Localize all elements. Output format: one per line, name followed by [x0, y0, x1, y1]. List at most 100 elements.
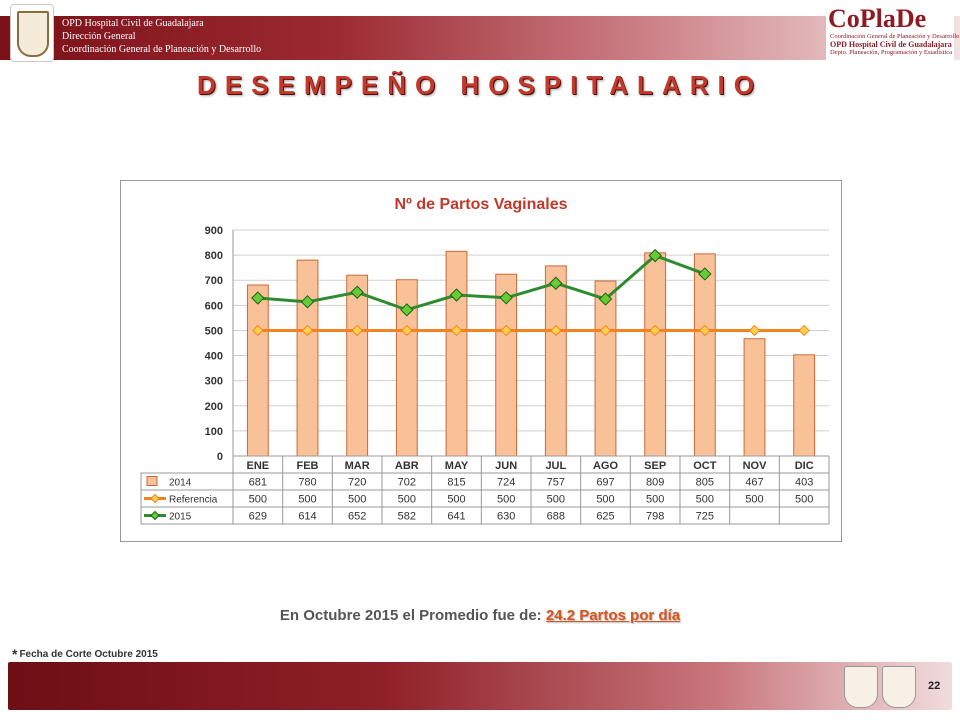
data-label: 780: [298, 477, 316, 489]
x-tick-label: MAY: [445, 460, 469, 472]
footnote: * Fecha de Corte Octubre 2015: [12, 646, 158, 662]
point-referencia: [748, 324, 761, 337]
legend-label: 2014: [169, 478, 192, 489]
point-referencia: [649, 324, 661, 337]
university-crest-icon: [10, 4, 54, 62]
y-tick-label: 200: [205, 401, 223, 413]
x-tick-label: MAR: [345, 460, 370, 472]
y-tick-label: 800: [205, 250, 223, 262]
footnote-text: Fecha de Corte Octubre 2015: [19, 649, 158, 660]
data-label: 467: [745, 477, 763, 489]
point-referencia: [500, 324, 512, 337]
coplade-logo: CoPlaDe Coordinación General de Planeaci…: [826, 4, 960, 60]
data-label: 681: [249, 477, 267, 489]
y-tick-label: 600: [205, 300, 223, 312]
point-referencia: [351, 324, 363, 337]
bar-2014: [793, 354, 816, 457]
x-tick-label: AGO: [593, 460, 619, 472]
x-tick-label: JUN: [495, 460, 517, 472]
x-tick-label: NOV: [743, 460, 768, 472]
data-label: 500: [348, 494, 366, 506]
y-tick-label: 700: [205, 275, 223, 287]
x-tick-label: ABR: [395, 460, 419, 472]
bar-2014: [246, 284, 269, 457]
point-referencia: [599, 324, 612, 337]
chart-svg: Nº de Partos Vaginales 0 100 200 300 400 500 60…: [140, 196, 830, 525]
y-tick-label: 100: [205, 426, 223, 438]
y-tick-label: 400: [205, 351, 223, 363]
data-label: 500: [398, 494, 416, 506]
data-label: 815: [447, 477, 465, 489]
point-referencia: [401, 324, 413, 337]
footer-band: [8, 662, 952, 710]
x-tick-label: SEP: [644, 460, 666, 472]
x-tick-label: OCT: [693, 460, 717, 472]
header-line-1: OPD Hospital Civil de Guadalajara: [62, 18, 204, 29]
x-tick-label: ENE: [247, 460, 270, 472]
bar-2014: [544, 265, 567, 457]
y-tick-label: 0: [217, 451, 223, 463]
point-2015: [300, 295, 315, 309]
page-title: DESEMPEÑO HOSPITALARIO: [197, 70, 763, 100]
header-line-2: Dirección General: [62, 31, 136, 42]
data-label: 641: [447, 511, 465, 523]
data-label: 652: [348, 511, 366, 523]
logo-title: CoPlaDe: [828, 4, 927, 33]
crest-icon: [844, 666, 878, 708]
point-referencia: [798, 324, 810, 337]
data-label: 625: [596, 511, 614, 523]
legend-marker-2015: [150, 510, 160, 521]
y-tick-label: 500: [205, 325, 223, 337]
point-2015: [350, 285, 364, 299]
point-2015: [648, 248, 662, 263]
point-2015: [698, 267, 712, 281]
crest-icon: [882, 666, 916, 708]
data-label: 809: [646, 477, 664, 489]
data-label: 805: [696, 477, 714, 489]
data-label: 798: [646, 511, 664, 523]
point-referencia: [301, 324, 314, 337]
header-line-3: Coordinación General de Planeación y Des…: [62, 44, 262, 55]
bar-2014: [346, 274, 369, 457]
footnote-star: *: [12, 646, 18, 662]
data-label: 500: [696, 494, 714, 506]
logo-line-1: Coordinación General de Planeación y Des…: [830, 33, 960, 40]
logo-line-3: Depto. Planeación, Programación y Estadí…: [830, 49, 953, 56]
data-label: 500: [298, 494, 316, 506]
logo-line-2: OPD Hospital Civil de Guadalajara: [830, 40, 952, 49]
x-tick-label: FEB: [297, 460, 319, 472]
x-tick-label: DIC: [795, 460, 814, 472]
bar-2014: [644, 252, 667, 457]
data-label: 403: [795, 477, 813, 489]
point-referencia: [252, 324, 264, 337]
data-label: 500: [745, 494, 763, 506]
y-tick-label: 300: [205, 376, 223, 388]
point-2015: [598, 292, 613, 306]
point-referencia: [550, 324, 562, 337]
legend-swatch-2014: [146, 476, 158, 486]
summary-prefix: En Octubre 2015 el Promedio fue de:: [279, 607, 542, 624]
point-2015: [400, 303, 414, 317]
data-label: 500: [795, 494, 813, 506]
header-band: [0, 16, 960, 60]
point-referencia: [699, 324, 711, 337]
data-label: 500: [596, 494, 614, 506]
bar-2014: [296, 259, 319, 457]
summary: En Octubre 2015 el Promedio fue de: 24.2…: [0, 607, 960, 624]
data-label: 500: [447, 494, 465, 506]
data-label: 629: [249, 511, 267, 523]
chart-title: Nº de Partos Vaginales: [394, 196, 567, 213]
bar-2014: [693, 253, 716, 457]
data-label: 614: [298, 511, 316, 523]
x-tick-label: JUL: [545, 460, 566, 472]
header-text: OPD Hospital Civil de Guadalajara Direcc…: [62, 17, 261, 56]
point-2015: [499, 291, 513, 305]
bar-2014: [445, 250, 468, 457]
bar-2014: [594, 280, 617, 457]
data-table-border: [140, 472, 830, 525]
data-label: 582: [398, 511, 416, 523]
point-referencia: [450, 324, 463, 337]
data-label: 688: [547, 511, 565, 523]
data-label: 725: [696, 511, 714, 523]
data-label: 757: [547, 477, 565, 489]
